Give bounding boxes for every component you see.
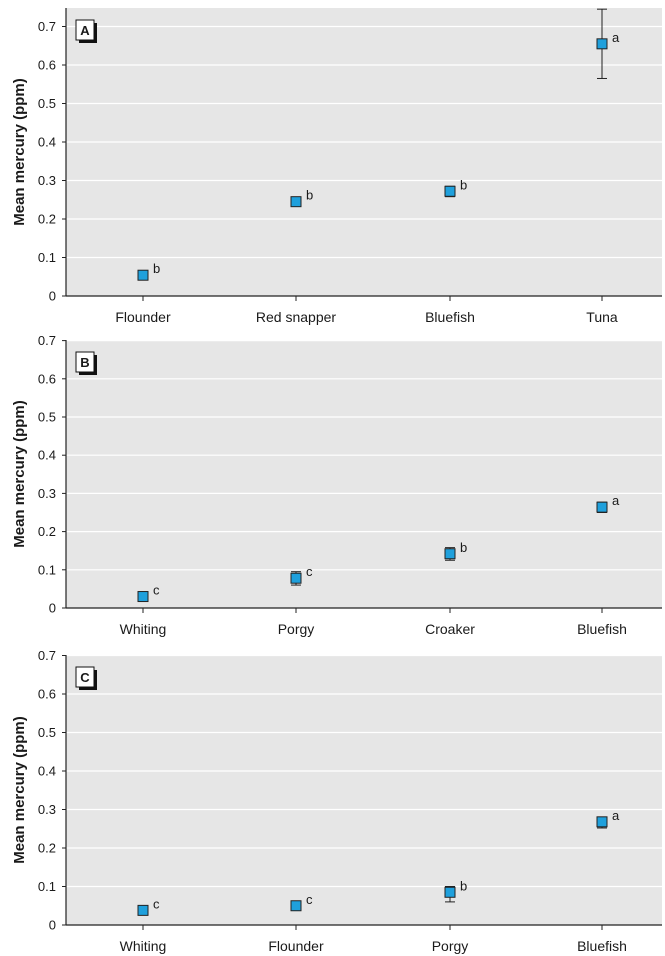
x-tick-label: Flounder <box>115 309 171 325</box>
x-tick-label: Porgy <box>432 938 469 954</box>
y-axis-label: Mean mercury (ppm) <box>11 78 28 226</box>
y-tick-label: 0.2 <box>38 524 56 539</box>
x-tick-label: Bluefish <box>577 938 627 954</box>
x-tick-label: Tuna <box>586 309 618 325</box>
data-point <box>596 501 608 513</box>
x-tick-label: Porgy <box>278 621 315 637</box>
y-tick-label: 0.6 <box>38 371 56 386</box>
significance-letter: c <box>306 892 313 907</box>
significance-letter: c <box>153 583 160 598</box>
y-tick-label: 0.7 <box>38 648 56 663</box>
y-tick-label: 0.5 <box>38 96 56 111</box>
data-point <box>596 38 608 50</box>
significance-letter: c <box>153 896 160 911</box>
plot-area <box>66 655 662 925</box>
plot-area <box>66 8 662 296</box>
significance-letter: a <box>612 30 620 45</box>
significance-letter: a <box>612 493 620 508</box>
y-tick-label: 0.6 <box>38 58 56 73</box>
y-tick-label: 0.6 <box>38 687 56 702</box>
x-tick-label: Bluefish <box>577 621 627 637</box>
panel-label: A <box>80 23 90 38</box>
significance-letter: b <box>460 540 467 555</box>
panel-label: C <box>80 670 90 685</box>
y-tick-label: 0.1 <box>38 250 56 265</box>
data-point <box>290 572 302 584</box>
plot-area <box>66 340 662 608</box>
y-axis-label: Mean mercury (ppm) <box>11 400 28 548</box>
y-tick-label: 0.5 <box>38 410 56 425</box>
data-point <box>444 548 456 560</box>
data-point <box>596 816 608 828</box>
data-point <box>444 185 456 197</box>
significance-letter: a <box>612 808 620 823</box>
data-point <box>290 900 302 912</box>
y-tick-label: 0.1 <box>38 879 56 894</box>
y-tick-label: 0 <box>49 918 56 933</box>
panel-label-box <box>75 19 95 41</box>
y-tick-label: 0.7 <box>38 333 56 348</box>
x-tick-label: Croaker <box>425 621 475 637</box>
y-tick-label: 0.2 <box>38 212 56 227</box>
y-tick-label: 0.7 <box>38 19 56 34</box>
y-tick-label: 0.5 <box>38 725 56 740</box>
y-tick-label: 0.3 <box>38 802 56 817</box>
y-tick-label: 0.4 <box>38 764 56 779</box>
data-point <box>444 886 456 898</box>
panel-label: B <box>80 355 89 370</box>
data-point <box>137 591 149 603</box>
x-tick-label: Bluefish <box>425 309 475 325</box>
significance-letter: b <box>153 261 160 276</box>
y-tick-label: 0.2 <box>38 841 56 856</box>
x-tick-label: Whiting <box>120 621 167 637</box>
y-tick-label: 0.4 <box>38 448 56 463</box>
panel-a: 0 0.1 0.2 0.3 0.4 0.5 0.6 0.7 Mean mercury (ppm)… <box>11 8 662 325</box>
significance-letter: b <box>460 177 467 192</box>
panel-c: 0 0.1 0.2 0.3 0.4 0.5 0.6 0.7 Mean mercury (ppm)… <box>11 648 662 954</box>
data-point <box>137 269 149 281</box>
significance-letter: b <box>306 188 313 203</box>
data-point <box>290 196 302 208</box>
y-tick-label: 0 <box>49 289 56 304</box>
x-tick-label: Whiting <box>120 938 167 954</box>
y-axis-label: Mean mercury (ppm) <box>11 716 28 864</box>
significance-letter: c <box>306 564 313 579</box>
x-tick-label: Flounder <box>268 938 324 954</box>
y-tick-label: 0 <box>49 601 56 616</box>
y-tick-label: 0.4 <box>38 135 56 150</box>
y-tick-label: 0.3 <box>38 173 56 188</box>
data-point <box>137 904 149 916</box>
y-tick-label: 0.1 <box>38 562 56 577</box>
x-tick-label: Red snapper <box>256 309 337 325</box>
panel-b: 0 0.1 0.2 0.3 0.4 0.5 0.6 0.7 Mean mercury (ppm)… <box>11 333 662 637</box>
significance-letter: b <box>460 878 467 893</box>
panel-label-box <box>75 351 95 373</box>
panel-label-box <box>75 666 95 688</box>
y-tick-label: 0.3 <box>38 486 56 501</box>
